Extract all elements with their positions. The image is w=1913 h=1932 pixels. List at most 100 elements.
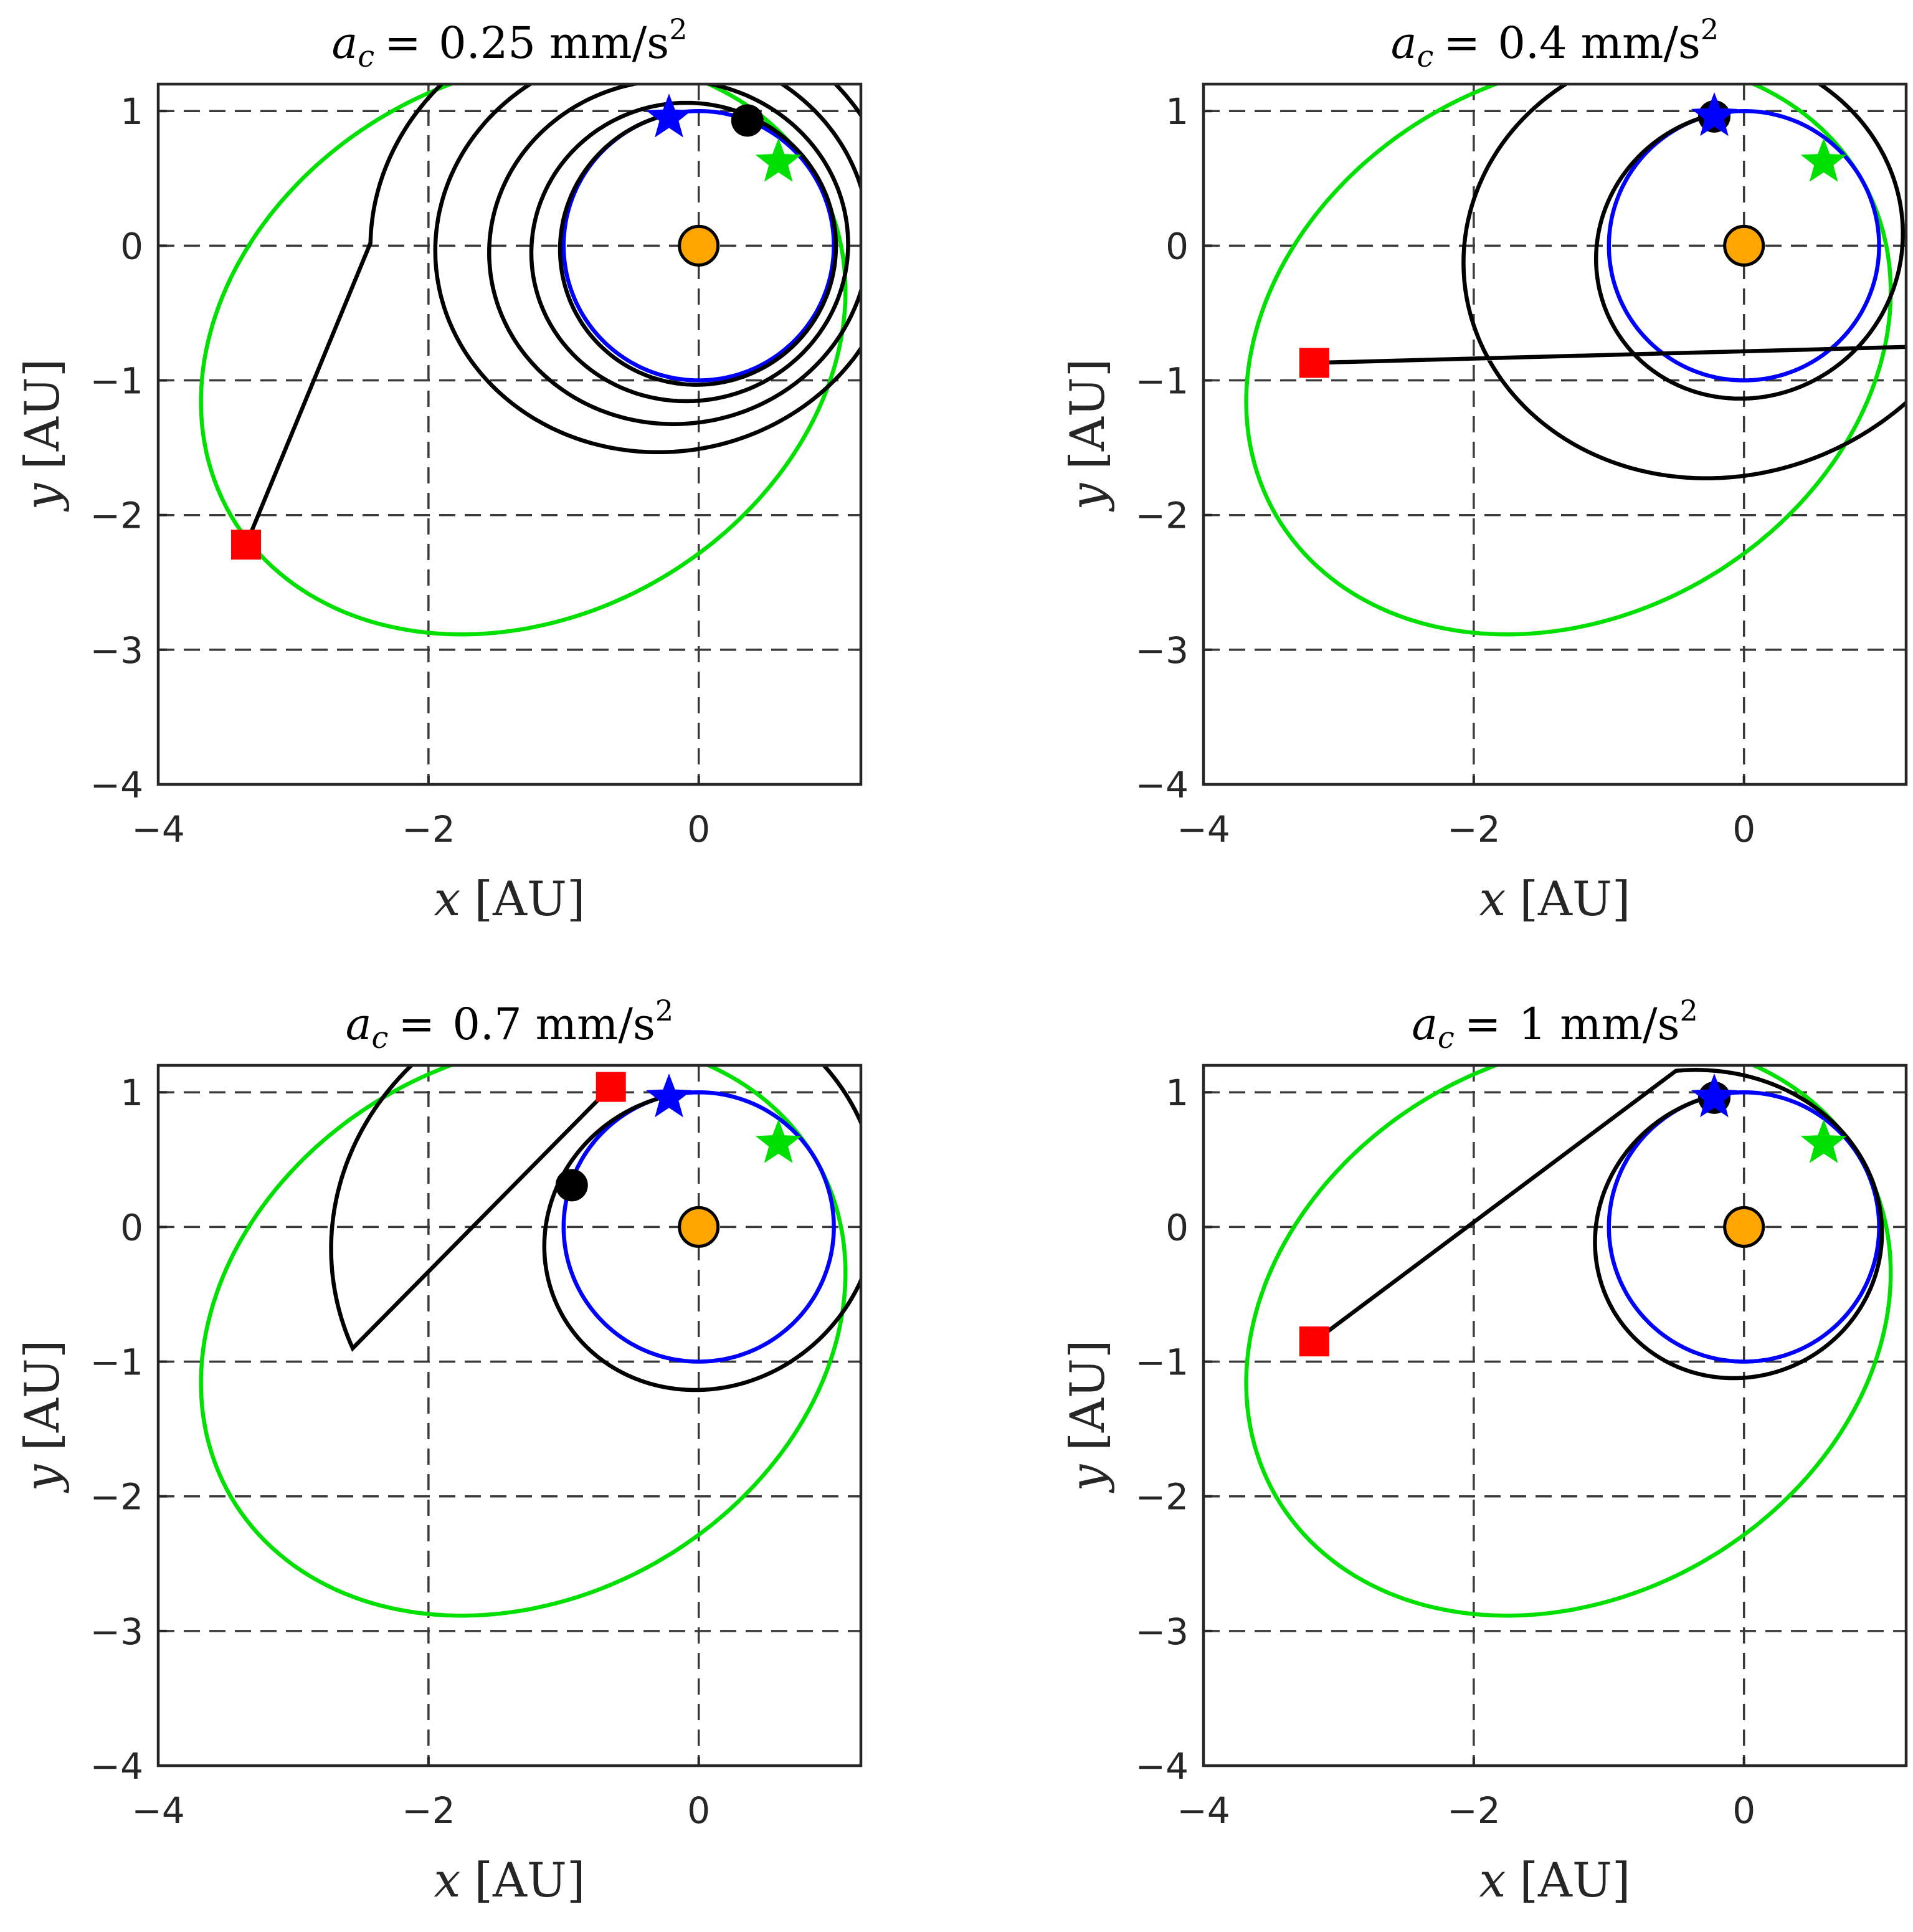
y-tick-label: 1 [1165,90,1189,133]
x-axis-var: x [1479,1852,1506,1908]
trajectory-line [1313,1068,1884,1381]
target-orbit-line [1244,84,1893,637]
x-axis-unit: [AU] [474,871,585,926]
x-axis-unit: [AU] [1519,1852,1630,1908]
plot-area [199,84,861,637]
trajectory-line [329,1065,861,1392]
panel-4: −4 −2 010−1−2−3−4x [AU]y[AU]ac = 1 mm/s2 [1060,994,1908,1908]
x-tick-label: 0 [687,1789,710,1832]
target-star-marker [755,138,802,182]
y-axis-var: y [1060,483,1115,512]
axes-frame [1202,1064,1908,1768]
title-var: a [1412,999,1438,1050]
y-tick-label: 0 [120,1206,143,1249]
x-tick-label: −4 [1177,808,1230,850]
title-equals: = [384,17,435,69]
y-tick-label: −3 [1136,1611,1189,1653]
x-axis-label: x [AU] [1479,1852,1630,1908]
y-tick-label: −4 [90,1745,144,1787]
y-tick-label: −1 [90,360,144,402]
title-subscript: c [1438,1021,1455,1055]
y-tick-label: 0 [1165,1206,1189,1249]
earth-orbit-line [1607,108,1881,383]
y-tick-label: −3 [90,1611,144,1653]
trajectory-line [244,84,861,546]
title-unit: mm/s [1560,999,1679,1050]
axes-frame [156,1064,863,1768]
target-orbit-line [199,84,848,637]
x-tick-label: 0 [1732,808,1755,850]
x-axis-unit: [AU] [1519,871,1630,926]
title-subscript: c [372,1021,389,1055]
sun-marker [1723,224,1765,267]
x-tick-label: −4 [131,808,185,850]
y-axis-label: y [AU] [1060,358,1115,512]
departure-star-marker [645,93,692,138]
spacecraft-marker [731,104,764,137]
title-var: a [332,17,358,69]
axes-frame [1202,82,1908,786]
y-tick-label: −1 [1136,1341,1189,1384]
y-axis-var: y [14,1464,70,1493]
x-axis-label: x [AU] [434,1852,585,1908]
x-tick-label: −2 [402,1789,455,1832]
title-equals: = [1443,17,1494,69]
x-axis-var: x [1479,871,1506,926]
x-tick-label: −2 [1447,808,1501,850]
plot-area [1244,1065,1893,1618]
earth-orbit-line [561,1090,836,1364]
title-subscript: c [358,39,374,74]
panel-title: ac = 1 mm/s2 [1412,994,1698,1055]
panel-1: −4 −2 0 1 0 −1 −2 −3 −4 x [AU] y [AU] ac = 0.25 mm/s2 [14,12,863,926]
sun-marker [678,1206,720,1248]
target-star-marker [755,1119,802,1163]
title-var: a [1391,17,1417,69]
target-star-marker [1800,138,1847,182]
y-axis-unit: [AU] [14,1340,70,1450]
y-tick-label: −3 [90,629,144,672]
y-tick-label: −2 [90,495,144,537]
arrival-square-marker [231,530,261,560]
target-star-marker [1800,1119,1847,1163]
y-tick-label: −3 [1136,629,1189,672]
x-axis-var: x [434,871,460,926]
title-value: 0.4 [1498,17,1567,69]
title-subscript: c [1417,39,1434,74]
x-tick-label: −2 [402,808,455,850]
x-tick-label: −2 [1447,1789,1501,1832]
title-exponent: 2 [1680,994,1698,1027]
target-orbit-line [199,1065,848,1618]
title-exponent: 2 [655,994,673,1027]
y-tick-label: 0 [120,225,143,267]
grid [1202,1065,1906,1767]
arrival-square-marker [1299,348,1329,378]
panel-title: ac = 0.4 mm/s2 [1391,12,1719,74]
grid [157,1065,861,1767]
y-axis-label: y [AU] [14,358,70,512]
y-tick-label: −4 [90,764,144,806]
axes-frame [156,82,863,786]
y-tick-label: −4 [1136,1745,1189,1787]
y-tick-label: 1 [120,1072,143,1114]
title-equals: = [398,999,449,1050]
y-axis-unit: [AU] [1060,358,1115,469]
title-exponent: 2 [669,12,687,46]
title-equals: = [1464,999,1515,1050]
y-tick-label: 1 [1165,1072,1189,1114]
y-tick-label: −4 [1136,764,1189,806]
x-tick-label: −4 [1177,1789,1230,1832]
y-axis-label: y [AU] [14,1340,70,1493]
x-axis-label: x [AU] [1479,871,1630,926]
x-tick-label: 0 [687,808,710,850]
x-axis-var: x [434,1852,460,1908]
panel-title: ac = 0.25 mm/s2 [332,12,688,74]
y-tick-label: −1 [90,1341,144,1384]
title-unit: mm/s [536,999,655,1050]
x-tick-label: −4 [131,1789,185,1832]
trajectory-line [1314,84,1906,480]
title-value: 1 [1519,999,1547,1050]
x-tick-label: 0 [1732,1789,1755,1832]
y-axis-unit: [AU] [14,358,70,469]
y-tick-label: 0 [1165,225,1189,267]
